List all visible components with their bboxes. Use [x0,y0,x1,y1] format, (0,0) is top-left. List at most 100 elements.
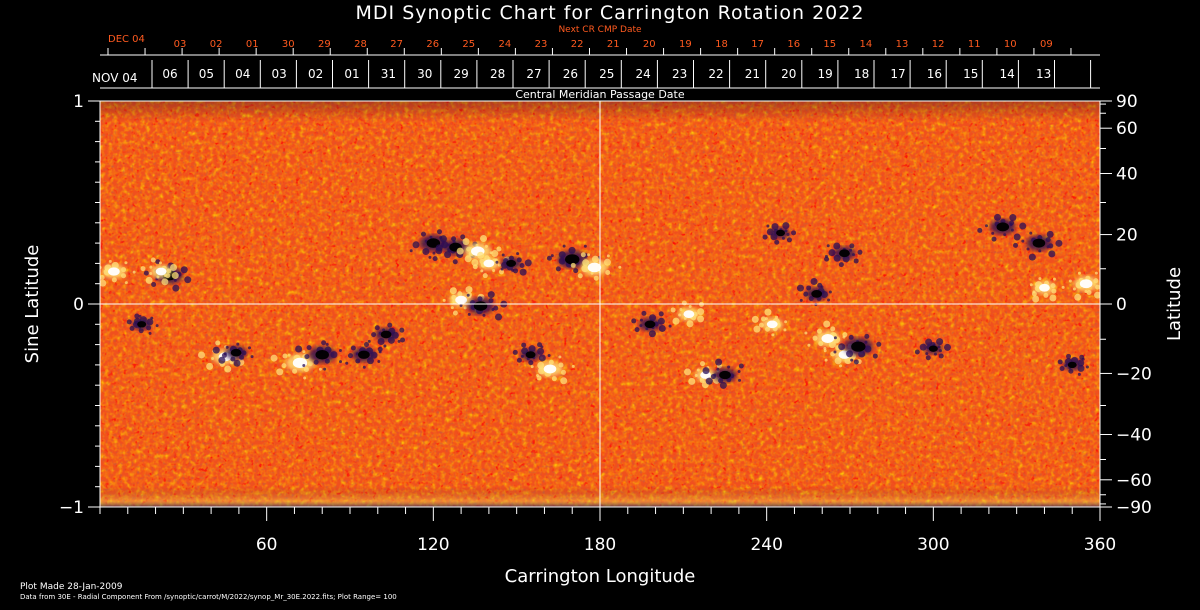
chart-title: MDI Synoptic Chart for Carrington Rotati… [356,2,865,24]
region-speckle [338,348,342,352]
region-speckle [977,227,983,233]
y-tick-label-right: −40 [1116,425,1152,445]
y-tick-label-left: 0 [73,295,84,315]
region-speckle [302,363,306,367]
region-speckle [463,306,467,310]
region-speckle [804,331,808,335]
region-speckle [783,328,787,332]
magnetic-region-positive [471,249,511,279]
top-upper-date-label: 09 [1040,39,1053,50]
region-speckle [817,282,823,288]
region-speckle [823,347,827,351]
region-speckle [400,337,406,343]
region-speckle [771,333,775,337]
region-speckle [516,357,522,363]
region-speckle [528,360,534,366]
magnetic-region-positive [530,355,575,385]
top-lower-axis-title: Central Meridian Passage Date [515,88,684,101]
region-speckle [172,284,180,292]
region-speckle [810,277,818,285]
region-speckle [516,252,520,256]
region-speckle [480,235,488,243]
region-core [851,341,866,352]
region-speckle [842,332,848,338]
magnetic-region-negative [796,277,832,306]
region-core [644,320,656,329]
region-speckle [477,251,485,259]
top-lower-date-label: 05 [199,67,214,81]
region-speckle [377,360,381,364]
footer-plot-made: Plot Made 28-Jan-2009 [20,582,123,592]
top-upper-date-label: 25 [462,39,475,50]
region-speckle [145,276,153,284]
region-speckle [550,254,554,258]
region-speckle [573,268,579,274]
region-speckle [436,229,442,235]
region-speckle [993,213,1001,221]
region-speckle [496,246,502,252]
magnetic-region-negative [914,338,951,361]
region-speckle [631,318,637,324]
region-speckle [538,354,546,362]
region-speckle [782,222,790,230]
magnetic-region-negative [977,213,1027,242]
y-tick-label-right: 90 [1116,92,1138,112]
top-upper-date-label: 30 [282,39,295,50]
region-speckle [487,291,495,299]
region-core [315,349,329,360]
region-speckle [345,361,349,365]
region-speckle [467,312,471,316]
y-axis-label-right: Latitude [1164,267,1185,341]
region-speckle [766,224,770,228]
region-speckle [1094,271,1098,275]
top-lower-date-label: 19 [818,67,833,81]
top-lower-date-label: 22 [708,67,723,81]
region-speckle [435,244,443,252]
region-speckle [1057,359,1063,365]
region-speckle [215,340,221,346]
region-speckle [641,310,647,316]
region-speckle [318,367,322,371]
region-speckle [774,239,780,245]
region-speckle [697,315,705,323]
region-core [137,321,147,328]
region-core [1039,283,1050,292]
region-speckle [668,324,672,328]
region-speckle [158,261,162,265]
top-upper-date-label: 24 [499,39,512,50]
top-lower-date-label: 31 [381,67,396,81]
region-speckle [551,376,557,382]
region-speckle [738,378,742,382]
region-speckle [1079,354,1085,360]
magnetic-region-positive [570,252,622,281]
region-speckle [1077,372,1081,376]
region-core [1067,361,1077,369]
region-speckle [450,306,454,310]
region-speckle [480,269,484,273]
region-speckle [799,298,803,302]
region-core [776,229,786,237]
region-core [455,295,467,305]
region-speckle [838,343,846,351]
region-speckle [558,355,562,359]
region-speckle [306,345,312,351]
region-core [719,370,731,380]
region-core [506,259,517,267]
region-speckle [420,231,426,237]
y-axis-label-left: Sine Latitude [22,245,43,364]
region-speckle [501,253,505,257]
top-upper-date-label: 02 [210,39,223,50]
region-speckle [233,359,241,367]
region-core [108,267,120,276]
magnetic-region-positive [1068,271,1100,301]
top-upper-date-label: 22 [571,39,584,50]
region-speckle [807,343,811,347]
region-speckle [397,339,401,343]
region-speckle [180,266,188,274]
region-speckle [362,365,366,369]
region-speckle [302,350,306,354]
region-speckle [775,315,779,319]
region-speckle [753,325,761,333]
top-upper-date-label: 23 [535,39,548,50]
region-speckle [439,235,447,243]
